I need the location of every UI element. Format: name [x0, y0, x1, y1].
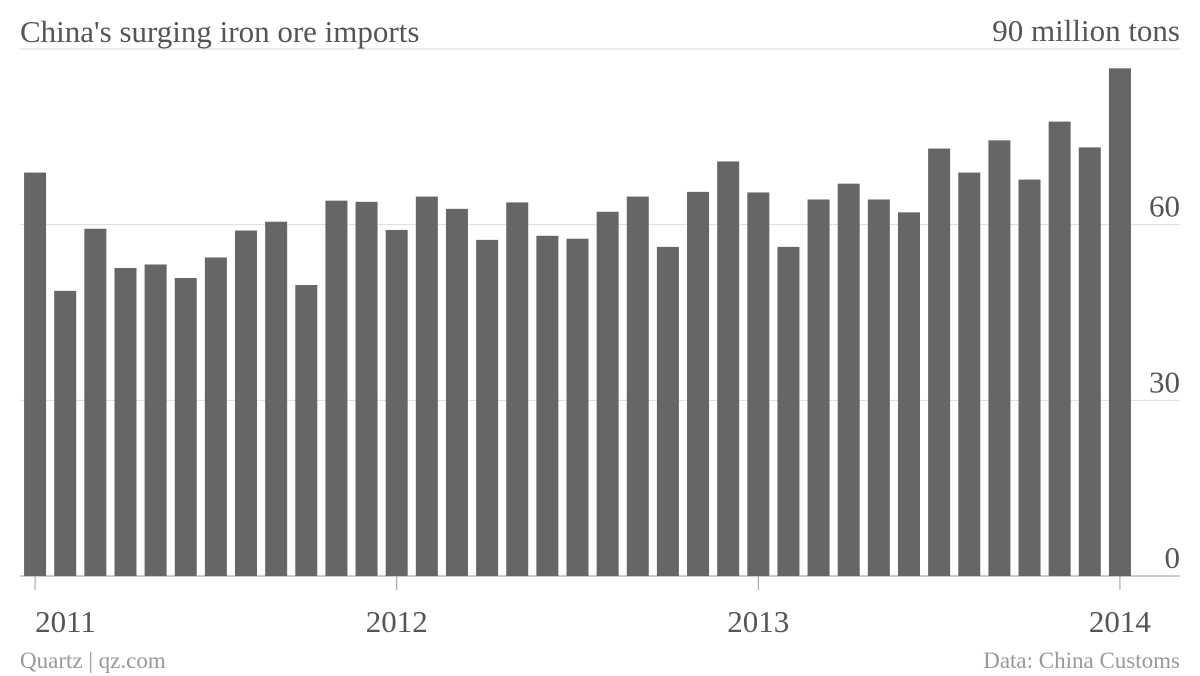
- bar: [84, 228, 107, 576]
- bar: [114, 267, 137, 576]
- bar: [1048, 121, 1071, 576]
- bar: [536, 235, 559, 576]
- bar: [265, 221, 288, 576]
- bar: [988, 140, 1011, 576]
- y-tick-label: 0: [1165, 540, 1181, 575]
- bar: [566, 238, 589, 576]
- bar: [325, 200, 348, 577]
- y-tick-label: 60: [1149, 189, 1180, 224]
- x-tick-label: 2012: [366, 604, 428, 639]
- bar: [958, 172, 981, 576]
- bar: [1108, 68, 1131, 576]
- bar: [355, 201, 378, 576]
- bar: [1018, 179, 1041, 576]
- bar: [415, 196, 438, 576]
- bar: [295, 284, 318, 576]
- bar: [235, 230, 258, 576]
- bar: [867, 199, 890, 576]
- bar: [144, 264, 167, 576]
- y-tick-label: 90 million tons: [992, 13, 1180, 48]
- bar: [777, 246, 800, 576]
- bar: [54, 290, 77, 576]
- bar: [747, 192, 770, 576]
- x-tick-label: 2011: [35, 604, 96, 639]
- bar: [656, 246, 679, 576]
- bar: [897, 212, 920, 576]
- bar: [24, 172, 47, 576]
- bar: [1078, 147, 1101, 576]
- bar: [445, 208, 468, 576]
- x-tick-label: 2013: [727, 604, 789, 639]
- bar: [626, 196, 649, 576]
- chart-title: China's surging iron ore imports: [20, 14, 419, 49]
- bar: [204, 257, 227, 576]
- bar: [385, 229, 408, 577]
- bar: [687, 191, 710, 576]
- source: Data: China Customs: [983, 648, 1180, 673]
- credit: Quartz | qz.com: [20, 648, 166, 673]
- bar: [476, 239, 499, 576]
- bar: [837, 183, 860, 576]
- bar: [807, 199, 830, 576]
- bar: [717, 161, 740, 576]
- bar: [596, 211, 619, 577]
- x-tick-label: 2014: [1089, 604, 1152, 639]
- y-tick-label: 30: [1149, 364, 1180, 399]
- bar: [506, 202, 529, 576]
- bar: [928, 148, 951, 577]
- bar: [174, 277, 197, 576]
